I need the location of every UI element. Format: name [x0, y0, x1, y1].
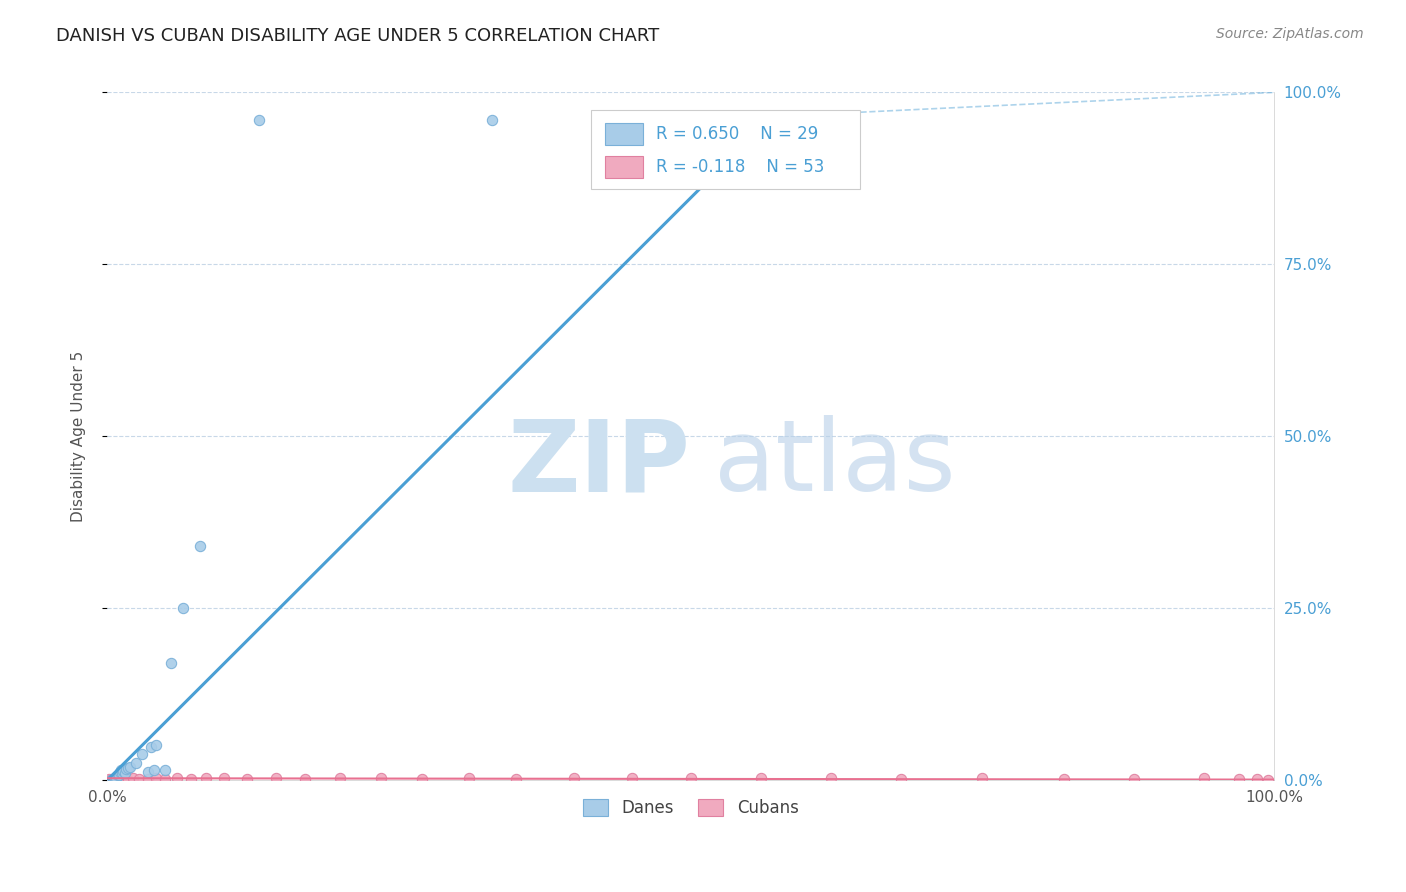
Point	[190, 540, 212, 554]
Point	[98, 772, 121, 786]
Point	[108, 765, 131, 780]
Point	[761, 110, 783, 124]
Point	[131, 747, 153, 761]
Text: DANISH VS CUBAN DISABILITY AGE UNDER 5 CORRELATION CHART: DANISH VS CUBAN DISABILITY AGE UNDER 5 C…	[56, 27, 659, 45]
Point	[110, 763, 132, 777]
Point	[111, 766, 134, 780]
Point	[180, 772, 202, 786]
Point	[329, 771, 352, 785]
Point	[105, 771, 128, 785]
Text: atlas: atlas	[714, 416, 956, 512]
Point	[749, 771, 772, 785]
Point	[110, 772, 132, 787]
Point	[107, 768, 129, 782]
Point	[505, 772, 527, 786]
Point	[212, 771, 235, 785]
Point	[141, 740, 163, 755]
Point	[266, 771, 288, 785]
Point	[1257, 772, 1279, 787]
Point	[136, 765, 159, 780]
Point	[679, 771, 702, 785]
Point	[100, 772, 122, 787]
Point	[128, 772, 150, 786]
Legend: Danes, Cubans: Danes, Cubans	[576, 792, 806, 823]
Point	[172, 601, 194, 615]
Point	[145, 738, 167, 752]
Point	[107, 768, 129, 782]
Point	[112, 764, 135, 779]
Point	[107, 772, 129, 787]
Point	[101, 772, 124, 787]
Point	[114, 762, 136, 776]
Point	[107, 772, 129, 786]
Point	[155, 772, 177, 786]
Point	[411, 772, 433, 786]
Point	[103, 772, 125, 787]
Point	[1246, 772, 1268, 786]
Point	[247, 112, 270, 127]
Point	[104, 772, 127, 787]
Point	[114, 772, 136, 786]
Point	[145, 771, 167, 785]
Point	[166, 771, 188, 785]
Point	[820, 771, 842, 785]
Point	[236, 772, 259, 786]
Point	[294, 772, 316, 786]
Point	[562, 771, 585, 785]
Point	[125, 756, 148, 770]
Point	[890, 772, 912, 786]
Point	[117, 761, 139, 775]
Point	[117, 772, 139, 787]
Point	[160, 657, 183, 671]
Y-axis label: Disability Age Under 5: Disability Age Under 5	[72, 351, 86, 522]
Point	[1227, 772, 1250, 786]
Text: ZIP: ZIP	[508, 416, 690, 512]
Point	[120, 759, 142, 773]
Point	[621, 771, 644, 785]
Point	[457, 771, 479, 785]
Point	[103, 772, 125, 786]
Point	[195, 771, 218, 785]
Point	[972, 771, 994, 785]
Text: R = -0.118    N = 53: R = -0.118 N = 53	[655, 158, 824, 176]
Point	[100, 772, 122, 787]
Point	[101, 772, 124, 786]
FancyBboxPatch shape	[592, 110, 860, 189]
FancyBboxPatch shape	[606, 156, 643, 178]
Point	[104, 772, 127, 786]
Point	[105, 772, 128, 786]
Point	[1123, 772, 1146, 786]
Text: Source: ZipAtlas.com: Source: ZipAtlas.com	[1216, 27, 1364, 41]
Point	[481, 112, 503, 127]
FancyBboxPatch shape	[606, 123, 643, 145]
Point	[1053, 772, 1076, 786]
Point	[100, 772, 122, 786]
Point	[136, 772, 159, 786]
Text: R = 0.650    N = 29: R = 0.650 N = 29	[655, 125, 818, 143]
Point	[1192, 771, 1215, 785]
Point	[370, 771, 392, 785]
Point	[155, 763, 177, 777]
Point	[142, 763, 165, 777]
Point	[114, 765, 136, 780]
Point	[121, 771, 143, 785]
